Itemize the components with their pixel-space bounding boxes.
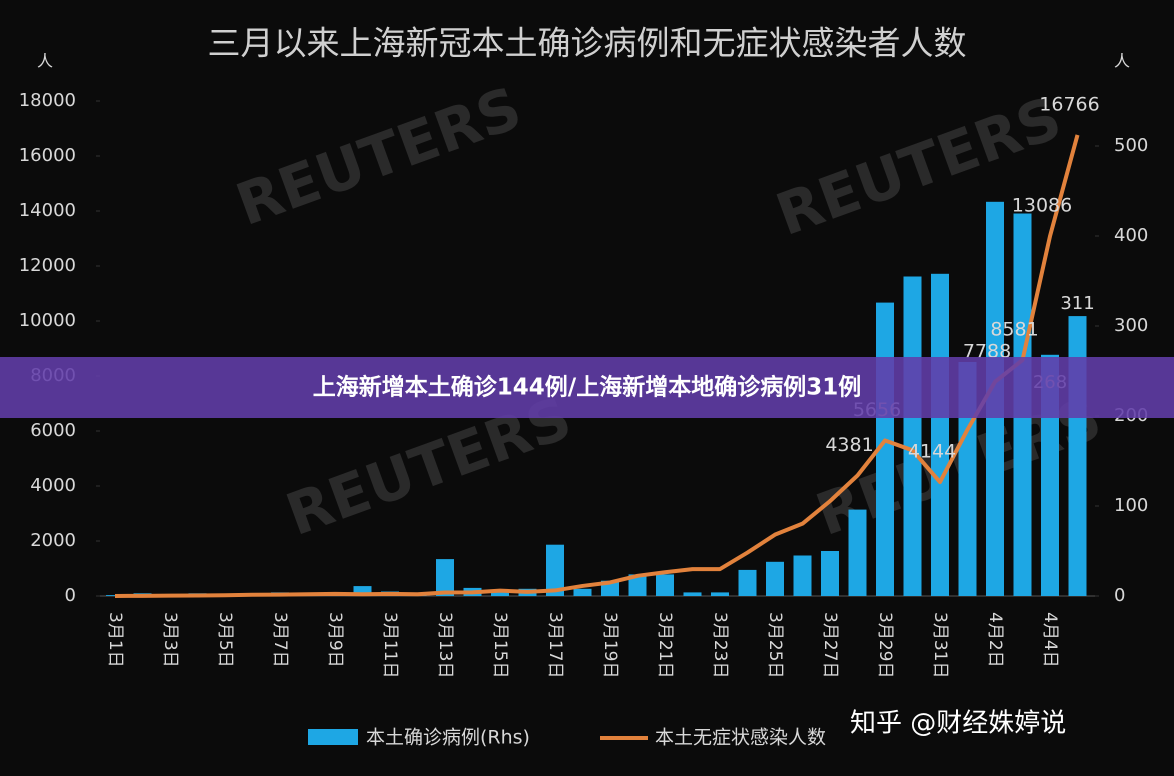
line-value-label: 8581 (990, 319, 1038, 341)
x-tick-label: 3月21日 (655, 612, 675, 678)
chart-title: 三月以来上海新冠本土确诊病例和无症状感染者人数 (208, 24, 967, 63)
y-tick-label: 16000 (19, 145, 76, 166)
bar (436, 559, 454, 596)
line-value-label: 4381 (825, 434, 873, 456)
x-tick-label: 3月19日 (600, 612, 620, 678)
bar (683, 592, 702, 596)
y-tick-label: 2000 (30, 530, 76, 551)
bar (903, 276, 922, 596)
bar (656, 574, 674, 596)
bar (793, 555, 812, 596)
y2-tick-label: 0 (1114, 585, 1125, 606)
legend-swatch (308, 729, 358, 745)
banner: 上海新增本土确诊144例/上海新增本地确诊病例31例 (313, 374, 861, 401)
x-tick-label: 4月4日 (1040, 612, 1060, 668)
x-tick-label: 3月7日 (270, 612, 290, 668)
bar (491, 591, 509, 596)
x-tick-label: 3月31日 (930, 612, 950, 678)
x-tick-label: 3月27日 (820, 612, 840, 678)
y2-tick-label: 500 (1114, 135, 1148, 156)
bar (711, 592, 729, 596)
x-tick-label: 3月13日 (435, 612, 455, 678)
x-tick-label: 3月23日 (710, 612, 730, 678)
x-tick-label: 3月9日 (325, 612, 345, 668)
x-tick-label: 3月5日 (215, 612, 235, 668)
x-tick-label: 3月25日 (765, 612, 785, 678)
x-tick-label: 3月15日 (490, 612, 510, 678)
bar (628, 574, 647, 596)
x-tick-label: 3月3日 (160, 612, 180, 668)
y-tick-label: 4000 (30, 475, 76, 496)
bar (931, 273, 949, 596)
bar (546, 544, 564, 596)
y-tick-label: 6000 (30, 420, 76, 441)
line (114, 134, 1080, 598)
line-value-label: 16766 (1039, 93, 1099, 115)
bar (821, 551, 839, 596)
x-tick-label: 3月17日 (545, 612, 565, 678)
x-tick-label: 3月1日 (105, 612, 125, 668)
legend-label: 本土确诊病例(Rhs) (366, 727, 530, 749)
bar (766, 561, 784, 596)
line-value-label: 7788 (963, 340, 1011, 362)
y-tick-label: 14000 (19, 200, 76, 221)
x-tick-label: 3月29日 (875, 612, 895, 678)
bar-value-label: 311 (1060, 293, 1094, 314)
bar (848, 509, 867, 596)
bar (573, 588, 592, 596)
y2-axis-unit: 人 (1114, 52, 1130, 71)
banner-bg (0, 357, 1174, 418)
y2-tick-label: 400 (1114, 225, 1148, 246)
legend-label: 本土无症状感染人数 (655, 727, 826, 749)
line-value-label: 13086 (1012, 195, 1072, 217)
credit: 知乎 @财经姝婷说 (850, 709, 1066, 739)
bar (738, 569, 757, 596)
y2-tick-label: 300 (1114, 315, 1148, 336)
y-tick-label: 0 (65, 585, 76, 606)
y-tick-label: 12000 (19, 255, 76, 276)
y2-tick-label: 100 (1114, 495, 1148, 516)
bar (353, 586, 372, 596)
y-tick-label: 18000 (19, 90, 76, 111)
x-tick-label: 3月11日 (380, 612, 400, 678)
y-axis-unit: 人 (37, 52, 53, 71)
y-tick-label: 10000 (19, 310, 76, 331)
line-value-label: 4144 (908, 441, 956, 463)
legend: 本土确诊病例(Rhs) 本土无症状感染人数 (308, 727, 826, 749)
x-tick-label: 4月2日 (985, 612, 1005, 668)
